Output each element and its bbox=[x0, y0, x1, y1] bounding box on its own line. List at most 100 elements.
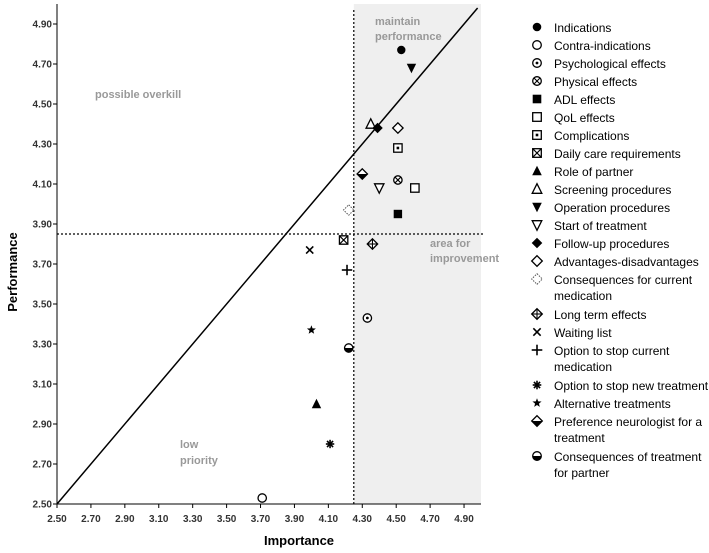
legend-label: Start of treatment bbox=[554, 219, 647, 233]
region-label-line: improvement bbox=[430, 253, 499, 265]
legend-entry: Physical effects bbox=[532, 75, 637, 89]
data-point-triangle-down-open bbox=[373, 183, 385, 195]
data-point-diamond-plus bbox=[366, 237, 379, 251]
legend-entry: Preference neurologist for a treatment bbox=[530, 414, 702, 445]
y-tick-label: 4.90 bbox=[33, 20, 53, 31]
y-tick-label: 4.30 bbox=[33, 140, 53, 151]
data-point-asterisk bbox=[325, 439, 335, 449]
legend-label: Screening procedures bbox=[554, 183, 671, 197]
legend-label: medication bbox=[554, 289, 612, 303]
y-tick-label: 2.50 bbox=[33, 500, 53, 511]
x-tick-label: 3.30 bbox=[183, 514, 203, 525]
legend-entry: Consequences of treatment for partner bbox=[532, 450, 702, 480]
data-point-triangle-down-filled bbox=[406, 63, 417, 74]
legend-entry: QoL effects bbox=[532, 111, 615, 125]
data-point-circle-x bbox=[393, 175, 403, 185]
shaded-region bbox=[353, 4, 481, 504]
data-point-star bbox=[306, 325, 316, 334]
x-tick-label: 4.90 bbox=[454, 514, 474, 525]
legend-label: Advantages-disadvantages bbox=[554, 255, 699, 269]
legend-label: Role of partner bbox=[554, 165, 633, 179]
legend-label: Physical effects bbox=[554, 75, 637, 89]
data-point-square-x bbox=[338, 235, 349, 245]
data-point-triangle-open bbox=[365, 117, 377, 129]
region-label-overkill: possible overkill bbox=[95, 89, 181, 101]
legend-label: Option to stop new treatment bbox=[554, 379, 709, 393]
x-tick-label: 4.30 bbox=[353, 514, 373, 525]
legend-entry: ADL effects bbox=[532, 93, 615, 107]
y-tick-label: 2.90 bbox=[33, 420, 53, 431]
legend-label: Follow-up procedures bbox=[554, 237, 669, 251]
y-tick-label: 3.50 bbox=[33, 300, 53, 311]
legend-label: Complications bbox=[554, 129, 629, 143]
x-tick-label: 4.70 bbox=[420, 514, 440, 525]
legend-entry: Screening procedures bbox=[531, 182, 671, 197]
data-point-triangle-filled bbox=[311, 398, 322, 409]
legend-label: Consequences for current bbox=[554, 273, 693, 287]
region-label-line: priority bbox=[180, 455, 219, 467]
legend-entry: Consequences for current medication bbox=[530, 272, 693, 303]
legend-label: Contra-indications bbox=[554, 39, 651, 53]
region-label-line: maintain bbox=[375, 16, 421, 28]
legend-entry: Waiting list bbox=[532, 326, 612, 340]
legend-entry: Alternative treatments bbox=[532, 397, 671, 411]
y-tick-label: 3.70 bbox=[33, 260, 53, 271]
data-point-plus bbox=[341, 264, 353, 276]
legend-label: medication bbox=[554, 360, 612, 374]
region-label-line: area for bbox=[430, 238, 471, 250]
region-label-line: performance bbox=[375, 31, 442, 43]
legend-label: Option to stop current bbox=[554, 344, 670, 358]
legend-entry: Complications bbox=[532, 129, 629, 143]
reference-lines bbox=[57, 10, 484, 504]
axes: 2.50 2.70 2.90 3.10 3.30 3.50 3.70 3.90 4.10 4.30… bbox=[33, 4, 481, 525]
legend-entry: Option to stop new treatment bbox=[532, 379, 709, 393]
x-tick-label: 2.70 bbox=[81, 514, 101, 525]
legend-label: Daily care requirements bbox=[554, 147, 681, 161]
data-point-circle-filled bbox=[397, 45, 406, 55]
diagonal-y-equals-x bbox=[56, 7, 479, 505]
legend-label: Long term effects bbox=[554, 308, 647, 322]
x-tick-label: 3.10 bbox=[149, 514, 169, 525]
y-tick-label: 3.90 bbox=[33, 220, 53, 231]
x-tick-label: 2.90 bbox=[115, 514, 135, 525]
legend-entry: Psychological effects bbox=[532, 57, 666, 71]
data-point-square-filled bbox=[393, 209, 403, 219]
y-axis-label: Performance bbox=[5, 232, 20, 311]
y-tick-label: 4.10 bbox=[33, 180, 53, 191]
legend-entry: Option to stop current medication bbox=[531, 344, 670, 374]
legend-label: Indications bbox=[554, 21, 611, 35]
legend-label: Waiting list bbox=[554, 326, 612, 340]
legend-entry: Contra-indications bbox=[532, 39, 651, 53]
x-axis-label: Importance bbox=[264, 533, 334, 548]
region-label-maintain: maintain performance bbox=[375, 16, 442, 43]
legend-label: QoL effects bbox=[554, 111, 615, 125]
legend-label: treatment bbox=[554, 431, 605, 445]
diagonal-line bbox=[56, 7, 479, 505]
legend-label: Preference neurologist for a bbox=[554, 415, 702, 429]
legend-entry: Role of partner bbox=[532, 165, 633, 179]
x-tick-label: 4.50 bbox=[386, 514, 406, 525]
data-point-diamond-open bbox=[391, 121, 405, 135]
legend-label: Operation procedures bbox=[554, 201, 670, 215]
data-point-circle-half bbox=[343, 343, 354, 353]
x-tick-label: 4.10 bbox=[319, 514, 339, 525]
legend-label: Alternative treatments bbox=[554, 397, 671, 411]
data-point-square-open bbox=[410, 183, 420, 193]
legend-entry: Long term effects bbox=[530, 307, 647, 322]
y-tick-label: 2.70 bbox=[33, 460, 53, 471]
data-points bbox=[257, 45, 420, 503]
x-tick-label: 3.50 bbox=[217, 514, 237, 525]
data-point-diamond-dotted bbox=[342, 204, 355, 216]
data-point-circle-open bbox=[257, 493, 268, 503]
data-point-diamond-half bbox=[356, 167, 369, 181]
legend-entry: Daily care requirements bbox=[532, 147, 681, 161]
legend-entry: Follow-up procedures bbox=[531, 237, 669, 251]
y-tick-label: 4.50 bbox=[33, 100, 53, 111]
y-tick-label: 3.30 bbox=[33, 340, 53, 351]
region-label-low: low priority bbox=[180, 439, 219, 467]
legend-label: for partner bbox=[554, 466, 609, 480]
y-tick-label: 4.70 bbox=[33, 60, 53, 71]
region-label-improvement: area for improvement bbox=[430, 238, 499, 265]
x-tick-label: 3.90 bbox=[285, 514, 305, 525]
